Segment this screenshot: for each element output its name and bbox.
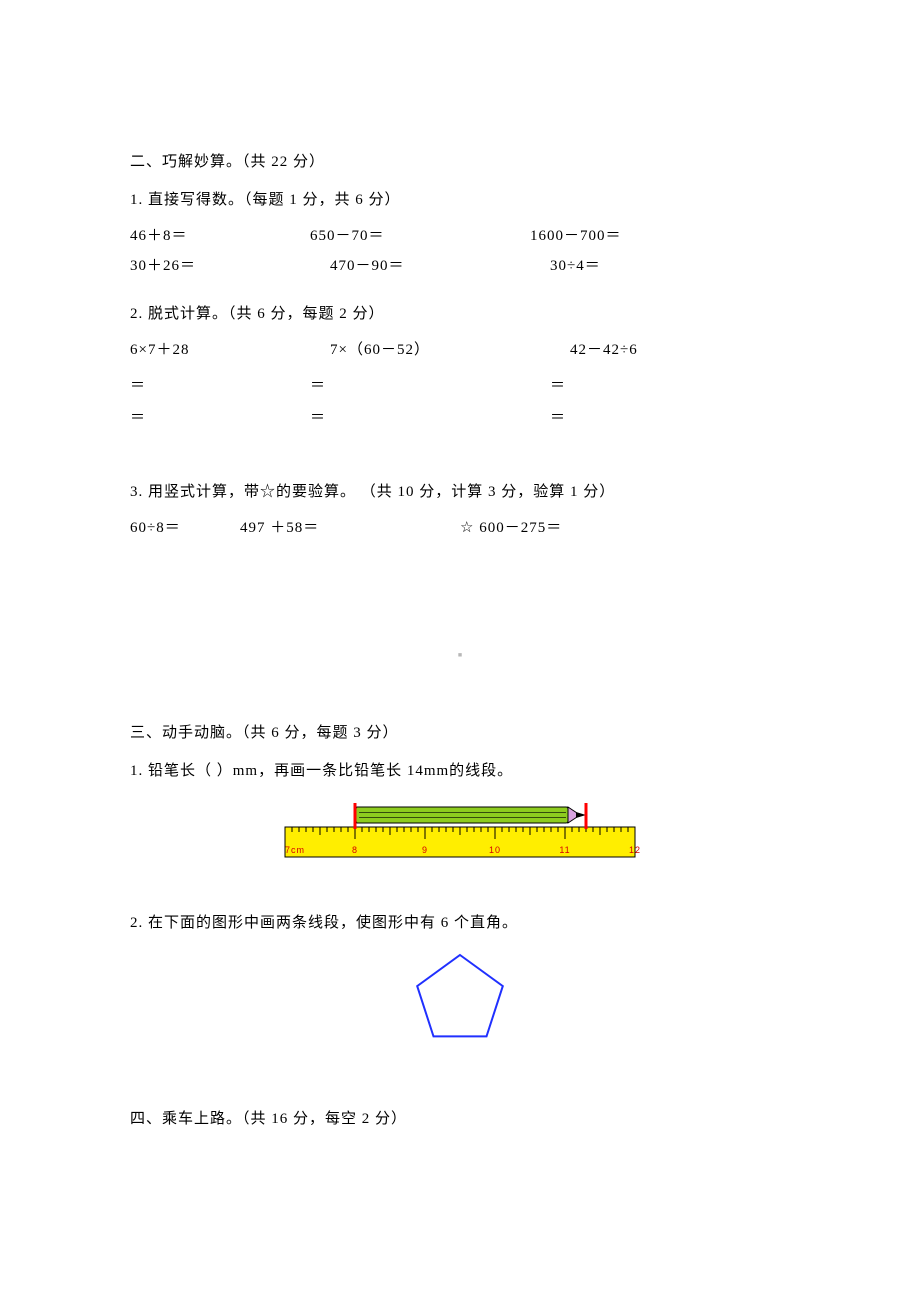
section-4-title: 四、乘车上路。（共 16 分，每空 2 分） [130, 1107, 790, 1131]
expr: 470－90＝ [330, 254, 550, 278]
expr: 650－70＝ [310, 224, 530, 248]
expr: ＝ [310, 374, 550, 398]
expr: 30÷4＝ [550, 254, 601, 278]
expr: ☆ 600－275＝ [460, 516, 562, 540]
section-3-q1: 1. 铅笔长（ ）mm，再画一条比铅笔长 14mm的线段。 [130, 759, 790, 783]
section-2-2-heading: 2. 脱式计算。（共 6 分，每题 2 分） [130, 302, 790, 326]
svg-text:7cm: 7cm [285, 845, 305, 855]
expr: ＝ [550, 374, 566, 398]
calc-row: ＝ ＝ ＝ [130, 406, 790, 430]
expr: 7×（60－52） [330, 338, 570, 362]
svg-text:11: 11 [559, 845, 570, 855]
pentagon-svg [405, 947, 515, 1047]
expr: 1600－700＝ [530, 224, 622, 248]
section-3-title: 三、动手动脑。（共 6 分，每题 3 分） [130, 721, 790, 745]
expr: 46＋8＝ [130, 224, 310, 248]
calc-row: 46＋8＝ 650－70＝ 1600－700＝ [130, 224, 790, 248]
calc-row: 30＋26＝ 470－90＝ 30÷4＝ [130, 254, 790, 278]
ruler-figure: 7cm 8 9 10 11 12 [130, 801, 790, 871]
expr: ＝ [550, 406, 566, 430]
svg-text:12: 12 [629, 845, 640, 855]
svg-text:10: 10 [489, 845, 501, 855]
section-2-3-heading: 3. 用竖式计算，带☆的要验算。 （共 10 分，计算 3 分，验算 1 分） [130, 480, 790, 504]
expr: 30＋26＝ [130, 254, 330, 278]
expr: ＝ [130, 406, 310, 430]
svg-text:9: 9 [422, 845, 428, 855]
page-marker: ■ [130, 650, 790, 661]
ruler-svg: 7cm 8 9 10 11 12 [280, 801, 640, 871]
calc-row: 60÷8＝ 497 ＋58＝ ☆ 600－275＝ [130, 516, 790, 540]
expr: 497 ＋58＝ [240, 516, 460, 540]
expr: ＝ [310, 406, 550, 430]
section-3-q2: 2. 在下面的图形中画两条线段，使图形中有 6 个直角。 [130, 911, 790, 935]
pentagon-figure [130, 947, 790, 1047]
expr: ＝ [130, 374, 310, 398]
expr: 60÷8＝ [130, 516, 240, 540]
section-2-title: 二、巧解妙算。（共 22 分） [130, 150, 790, 174]
svg-text:8: 8 [352, 845, 358, 855]
expr: 6×7＋28 [130, 338, 330, 362]
expr: 42－42÷6 [570, 338, 638, 362]
calc-row: 6×7＋28 7×（60－52） 42－42÷6 [130, 338, 790, 362]
calc-row: ＝ ＝ ＝ [130, 374, 790, 398]
section-2-1-heading: 1. 直接写得数。（每题 1 分，共 6 分） [130, 188, 790, 212]
